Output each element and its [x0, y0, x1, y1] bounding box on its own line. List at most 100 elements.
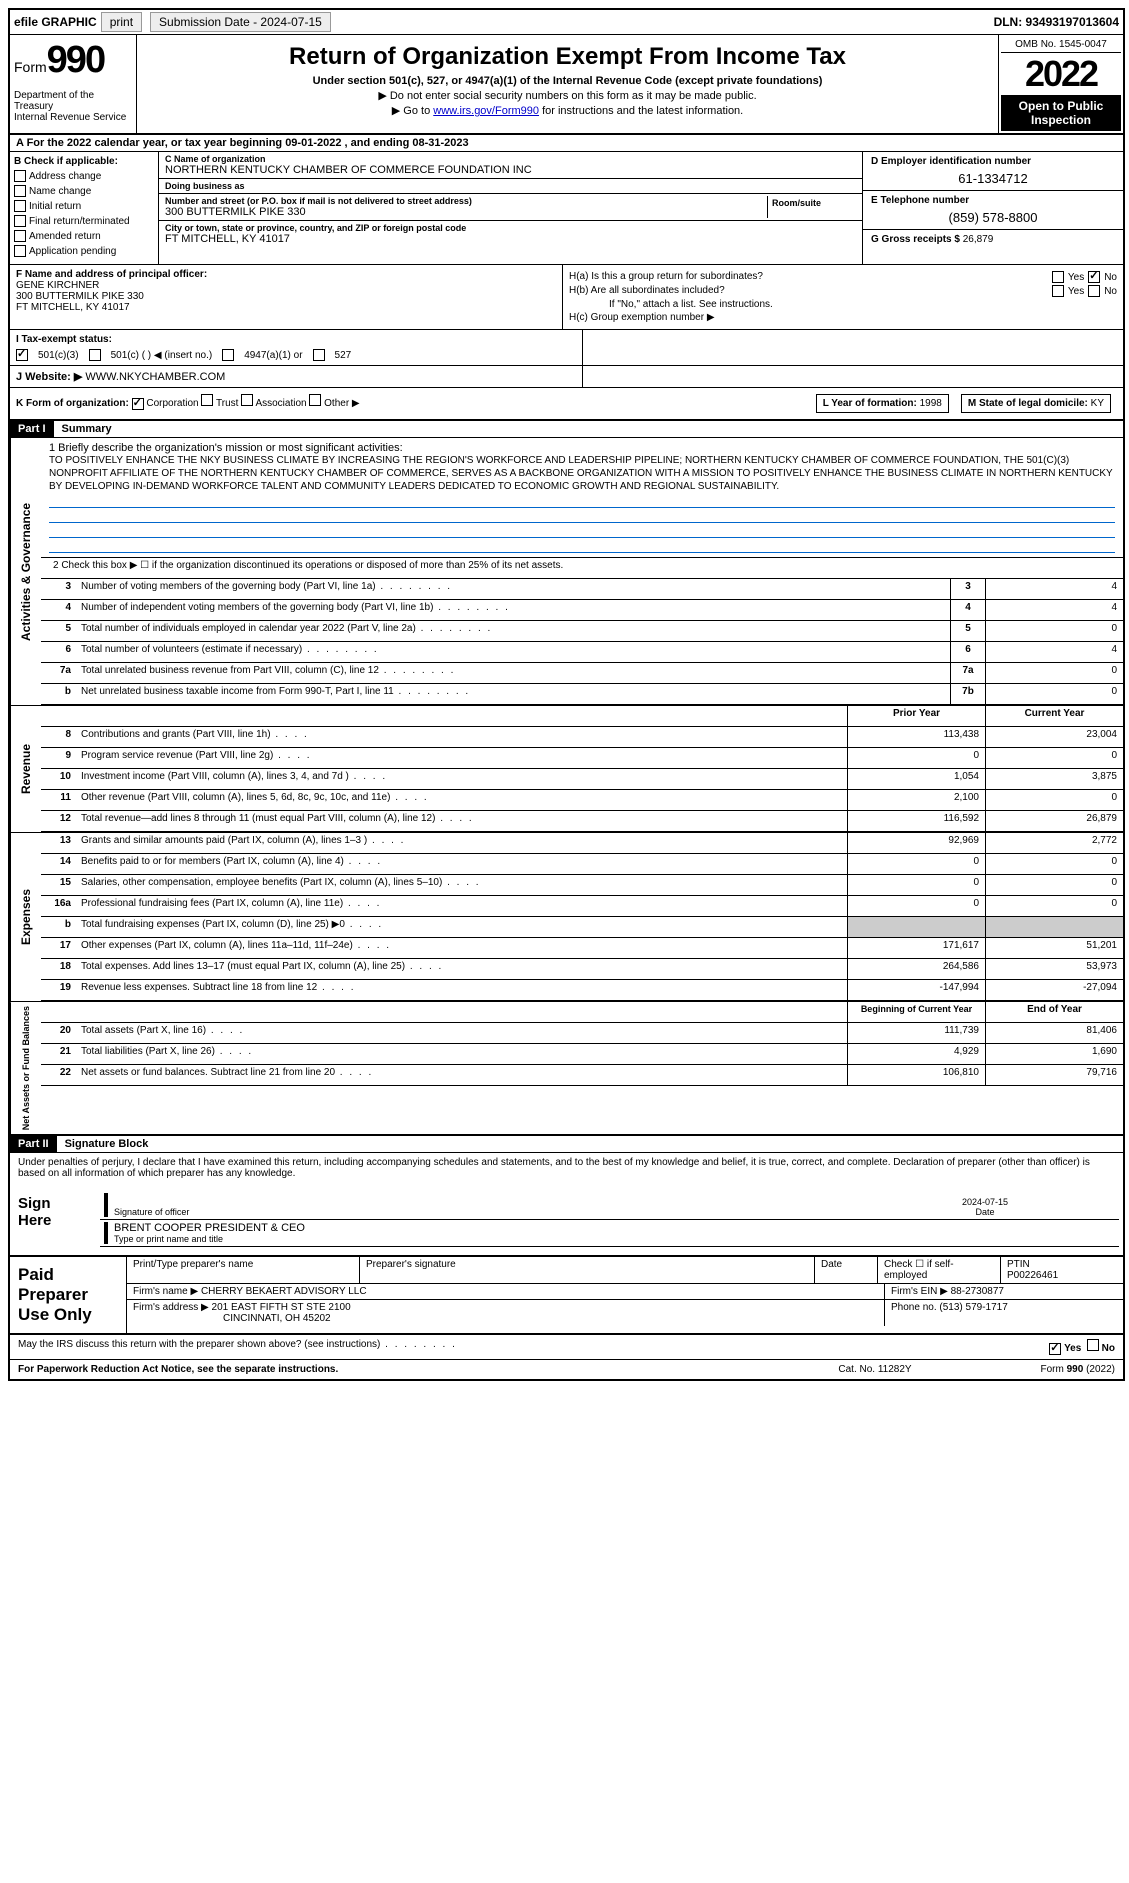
form-number-box: Form990 Department of the Treasury Inter…: [10, 35, 137, 133]
tab-expenses: Expenses: [10, 833, 41, 1001]
4947-check[interactable]: [222, 349, 234, 361]
dba-cell: Doing business as: [159, 179, 862, 194]
line-11: 11Other revenue (Part VIII, column (A), …: [41, 790, 1123, 811]
department-label: Department of the Treasury Internal Reve…: [14, 90, 132, 123]
hb-yes-check[interactable]: [1052, 285, 1064, 297]
part1-title: Summary: [54, 421, 120, 437]
signature-intro: Under penalties of perjury, I declare th…: [10, 1153, 1123, 1183]
check-application-pending[interactable]: Application pending: [14, 245, 154, 257]
group-return-section: H(a) Is this a group return for subordin…: [563, 265, 1123, 329]
501c-check[interactable]: [89, 349, 101, 361]
line-10: 10Investment income (Part VIII, column (…: [41, 769, 1123, 790]
mission-block: 1 Briefly describe the organization's mi…: [41, 438, 1123, 558]
row-i-tax-status: I Tax-exempt status: 501(c)(3) 501(c) ( …: [10, 330, 1123, 366]
line-b: bTotal fundraising expenses (Part IX, co…: [41, 917, 1123, 938]
check-amended-return[interactable]: Amended return: [14, 230, 154, 242]
check-final-return[interactable]: Final return/terminated: [14, 215, 154, 227]
summary-revenue: Revenue Prior Year Current Year 8Contrib…: [10, 705, 1123, 832]
irs-link[interactable]: www.irs.gov/Form990: [433, 105, 539, 117]
line-18: 18Total expenses. Add lines 13–17 (must …: [41, 959, 1123, 980]
line-9: 9Program service revenue (Part VIII, lin…: [41, 748, 1123, 769]
ssn-note: ▶ Do not enter social security numbers o…: [141, 89, 994, 102]
dln-label: DLN: 93493197013604: [994, 15, 1119, 29]
part1-header-row: Part I Summary: [10, 421, 1123, 438]
k-trust-check[interactable]: [201, 394, 213, 406]
k-assoc-check[interactable]: [241, 394, 253, 406]
form-header-row: Form990 Department of the Treasury Inter…: [10, 35, 1123, 135]
print-button[interactable]: print: [101, 12, 142, 32]
city-cell: City or town, state or province, country…: [159, 221, 862, 247]
check-initial-return[interactable]: Initial return: [14, 200, 154, 212]
efile-header: efile GRAPHIC print Submission Date - 20…: [10, 10, 1123, 35]
gov-line-4: 4Number of independent voting members of…: [41, 600, 1123, 621]
line-16a: 16aProfessional fundraising fees (Part I…: [41, 896, 1123, 917]
sign-here-section: Sign Here Signature of officer 2024-07-1…: [10, 1183, 1123, 1257]
org-name-cell: C Name of organization NORTHERN KENTUCKY…: [159, 152, 862, 179]
tab-revenue: Revenue: [10, 706, 41, 832]
gov-line-6: 6Total number of volunteers (estimate if…: [41, 642, 1123, 663]
year-header-row: Prior Year Current Year: [41, 706, 1123, 727]
form-number: 990: [47, 39, 104, 81]
row-fh: F Name and address of principal officer:…: [10, 265, 1123, 330]
line-14: 14Benefits paid to or for members (Part …: [41, 854, 1123, 875]
form-subtitle: Under section 501(c), 527, or 4947(a)(1)…: [141, 75, 994, 87]
gov-line-3: 3Number of voting members of the governi…: [41, 579, 1123, 600]
paid-preparer-section: Paid Preparer Use Only Print/Type prepar…: [10, 1257, 1123, 1335]
ein-cell: D Employer identification number 61-1334…: [863, 152, 1123, 190]
gov-line-b: bNet unrelated business taxable income f…: [41, 684, 1123, 705]
form-title-box: Return of Organization Exempt From Incom…: [137, 35, 999, 133]
footer-row: For Paperwork Reduction Act Notice, see …: [10, 1360, 1123, 1379]
net-header-row: Beginning of Current Year End of Year: [41, 1002, 1123, 1023]
ha-yes-check[interactable]: [1052, 271, 1064, 283]
discuss-row: May the IRS discuss this return with the…: [10, 1335, 1123, 1360]
gross-receipts-cell: G Gross receipts $ 26,879: [863, 229, 1123, 264]
summary-governance: Activities & Governance 1 Briefly descri…: [10, 438, 1123, 705]
line-2: 2 Check this box ▶ ☐ if the organization…: [41, 558, 1123, 579]
line-19: 19Revenue less expenses. Subtract line 1…: [41, 980, 1123, 1001]
k-other-check[interactable]: [309, 394, 321, 406]
sign-here-label: Sign Here: [10, 1187, 96, 1251]
principal-officer: F Name and address of principal officer:…: [10, 265, 563, 329]
summary-expenses: Expenses 13Grants and similar amounts pa…: [10, 832, 1123, 1001]
submission-date-button[interactable]: Submission Date - 2024-07-15: [150, 12, 331, 32]
line-15: 15Salaries, other compensation, employee…: [41, 875, 1123, 896]
line-20: 20Total assets (Part X, line 16)111,7398…: [41, 1023, 1123, 1044]
gov-line-5: 5Total number of individuals employed in…: [41, 621, 1123, 642]
hb-no-check[interactable]: [1088, 285, 1100, 297]
line-22: 22Net assets or fund balances. Subtract …: [41, 1065, 1123, 1086]
part2-badge: Part II: [10, 1136, 57, 1152]
line-13: 13Grants and similar amounts paid (Part …: [41, 833, 1123, 854]
col-c-org-info: C Name of organization NORTHERN KENTUCKY…: [159, 152, 862, 264]
efile-label: efile GRAPHIC: [14, 15, 97, 29]
row-j-website: J Website: ▶ WWW.NKYCHAMBER.COM: [10, 366, 1123, 388]
discuss-no-check[interactable]: [1087, 1339, 1099, 1351]
discuss-yes-check[interactable]: [1049, 1343, 1061, 1355]
form-word: Form: [14, 59, 47, 75]
year-formation: L Year of formation: 1998: [816, 394, 949, 413]
ha-no-check[interactable]: [1088, 271, 1100, 283]
k-corp-check[interactable]: [132, 398, 144, 410]
open-public-badge: Open to Public Inspection: [1001, 95, 1121, 131]
part2-header-row: Part II Signature Block: [10, 1136, 1123, 1153]
omb-number: OMB No. 1545-0047: [1001, 37, 1121, 53]
part1-badge: Part I: [10, 421, 54, 437]
527-check[interactable]: [313, 349, 325, 361]
501c3-check[interactable]: [16, 349, 28, 361]
line-21: 21Total liabilities (Part X, line 26)4,9…: [41, 1044, 1123, 1065]
tab-governance: Activities & Governance: [10, 438, 41, 705]
summary-net-assets: Net Assets or Fund Balances Beginning of…: [10, 1001, 1123, 1136]
address-cell: Number and street (or P.O. box if mail i…: [159, 194, 862, 221]
form-title: Return of Organization Exempt From Incom…: [141, 43, 994, 71]
check-name-change[interactable]: Name change: [14, 185, 154, 197]
year-box: OMB No. 1545-0047 2022 Open to Public In…: [999, 35, 1123, 133]
check-address-change[interactable]: Address change: [14, 170, 154, 182]
part2-title: Signature Block: [57, 1136, 157, 1152]
row-kl: K Form of organization: Corporation Trus…: [10, 388, 1123, 421]
col-b-checkboxes: B Check if applicable: Address change Na…: [10, 152, 159, 264]
tab-net-assets: Net Assets or Fund Balances: [10, 1002, 41, 1134]
line-8: 8Contributions and grants (Part VIII, li…: [41, 727, 1123, 748]
phone-cell: E Telephone number (859) 578-8800: [863, 190, 1123, 229]
tax-year: 2022: [1001, 53, 1121, 95]
form-990-document: efile GRAPHIC print Submission Date - 20…: [8, 8, 1125, 1381]
col-b-header: B Check if applicable:: [14, 156, 118, 167]
